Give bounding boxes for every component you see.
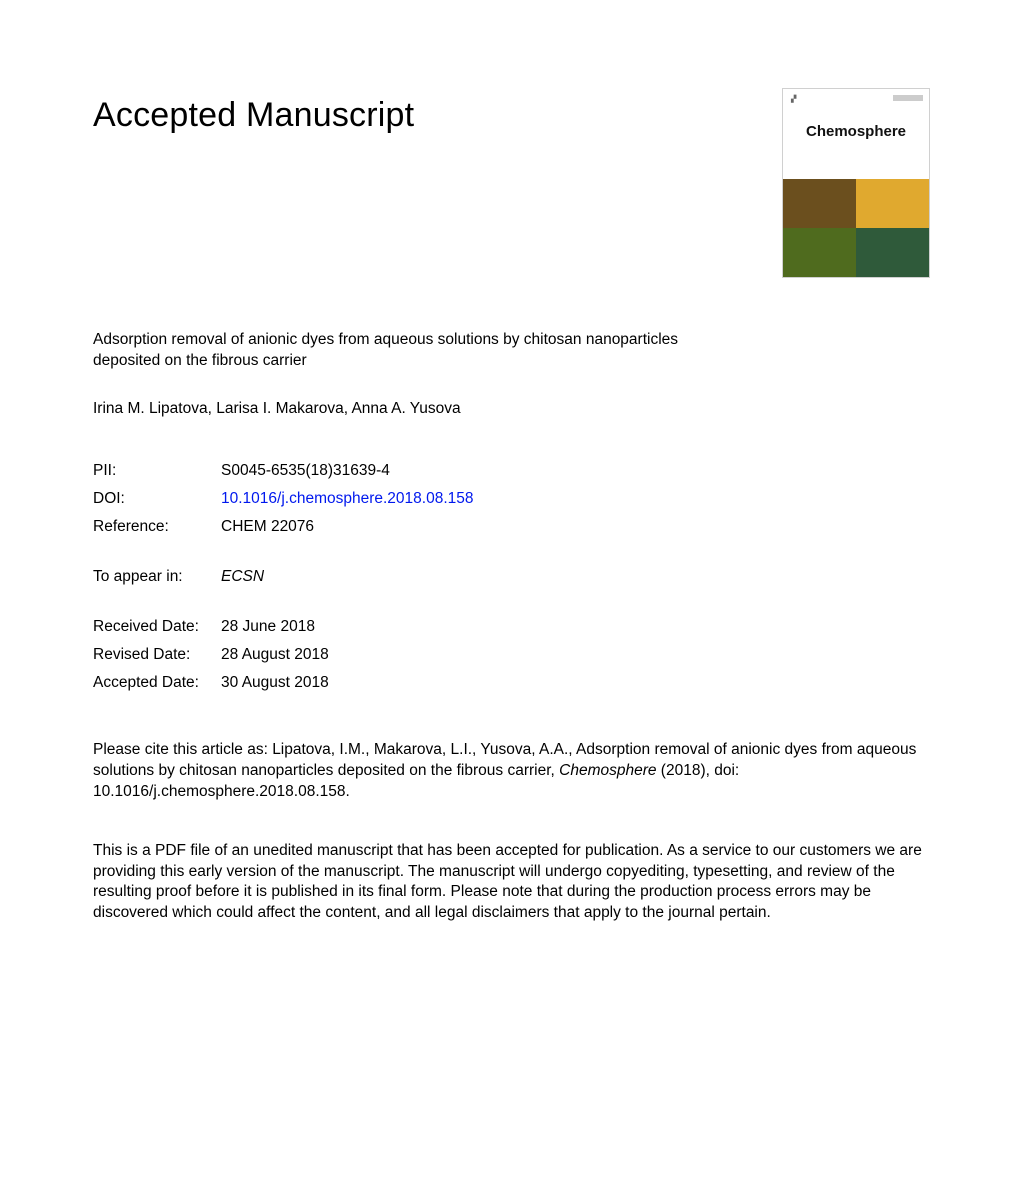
meta-value: CHEM 22076 [221,518,314,536]
meta-value: S0045-6535(18)31639-4 [221,462,390,480]
meta-row-accepted: Accepted Date: 30 August 2018 [93,674,930,692]
meta-row-appear: To appear in: ECSN [93,568,930,586]
article-title-line: Adsorption removal of anionic dyes from … [93,331,678,348]
leaf-icon [783,228,856,277]
meta-label: Received Date: [93,618,221,636]
meta-label: Accepted Date: [93,674,221,692]
article-title-line: deposited on the fibrous carrier [93,352,307,369]
meta-label: Revised Date: [93,646,221,664]
meta-value: ECSN [221,568,264,586]
leaf-icon [856,179,929,228]
meta-row-reference: Reference: CHEM 22076 [93,518,930,536]
meta-value: 28 June 2018 [221,618,315,636]
authors: Irina M. Lipatova, Larisa I. Makarova, A… [93,400,930,418]
meta-label: To appear in: [93,568,221,586]
meta-label: DOI: [93,490,221,508]
meta-label: Reference: [93,518,221,536]
doi-link[interactable]: 10.1016/j.chemosphere.2018.08.158 [221,490,474,508]
leaf-icon [783,179,856,228]
citation-paragraph: Please cite this article as: Lipatova, I… [93,740,930,803]
metadata-table: PII: S0045-6535(18)31639-4 DOI: 10.1016/… [93,462,930,692]
meta-value: 28 August 2018 [221,646,329,664]
meta-row-doi: DOI: 10.1016/j.chemosphere.2018.08.158 [93,490,930,508]
meta-value: 30 August 2018 [221,674,329,692]
article-title: Adsorption removal of anionic dyes from … [93,330,793,372]
citation-text: Please cite this article as: Lipatova, I… [93,741,916,779]
disclaimer-paragraph: This is a PDF file of an unedited manusc… [93,841,930,925]
journal-cover-thumbnail: ▞ Chemosphere [782,88,930,278]
page: Accepted Manuscript ▞ Chemosphere Adsorp… [0,0,1020,1182]
page-title: Accepted Manuscript [93,96,414,135]
meta-row-received: Received Date: 28 June 2018 [93,618,930,636]
cover-banner [893,95,923,101]
meta-row-revised: Revised Date: 28 August 2018 [93,646,930,664]
leaf-icon [856,228,929,277]
cover-journal-name: Chemosphere [783,123,929,140]
header-row: Accepted Manuscript ▞ Chemosphere [93,92,930,278]
cover-image-grid [783,179,929,277]
citation-journal: Chemosphere [559,762,656,779]
cover-top: ▞ Chemosphere [783,89,929,179]
meta-label: PII: [93,462,221,480]
meta-row-pii: PII: S0045-6535(18)31639-4 [93,462,930,480]
publisher-logo-icon: ▞ [791,95,796,103]
